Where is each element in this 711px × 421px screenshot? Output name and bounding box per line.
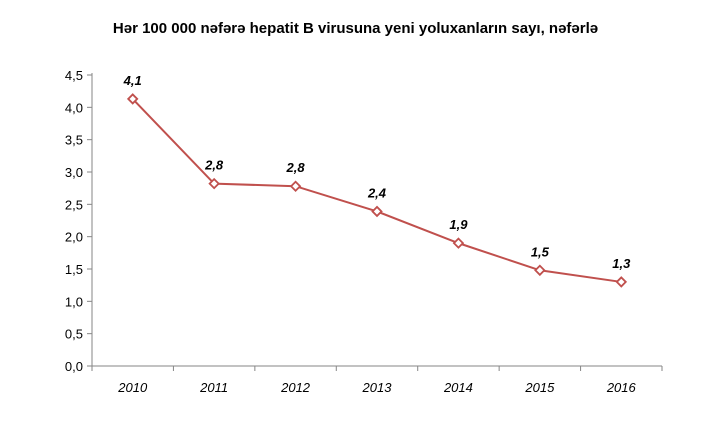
data-point-marker <box>615 276 628 288</box>
data-point-marker <box>371 205 383 218</box>
y-tick-label: 3,0 <box>65 165 83 180</box>
x-tick-label: 2012 <box>280 380 311 395</box>
series <box>126 93 628 288</box>
y-tick-label: 4,0 <box>65 100 83 115</box>
data-label: 2,8 <box>204 158 224 173</box>
y-tick-label: 0,5 <box>65 327 83 342</box>
y-axis-ticks: 0,0 0,5 1,0 1,5 2,0 2,5 3,0 3,5 4,0 4,5 <box>65 68 92 374</box>
y-tick-label: 2,5 <box>65 197 83 212</box>
x-tick-label: 2016 <box>606 380 637 395</box>
x-tick-label: 2014 <box>443 380 473 395</box>
chart-title: Hər 100 000 nəfərə hepatit B virusuna ye… <box>112 20 599 37</box>
y-tick-label: 4,5 <box>65 68 83 83</box>
data-label: 4,1 <box>123 73 142 88</box>
y-tick-label: 0,0 <box>65 359 83 374</box>
y-tick-label: 3,5 <box>65 133 83 148</box>
x-axis-ticks: 2010 2011 2012 2013 2014 2015 2016 <box>91 366 663 395</box>
data-label: 1,9 <box>449 217 468 232</box>
axes <box>91 73 662 367</box>
y-tick-label: 1,5 <box>65 262 83 277</box>
data-point-marker <box>452 237 465 249</box>
data-point-marker <box>289 180 302 192</box>
data-label: 1,3 <box>612 256 631 271</box>
data-label: 2,4 <box>367 185 387 200</box>
data-labels: 4,1 2,8 2,8 2,4 1,9 1,5 1,3 <box>123 73 631 271</box>
data-point-marker <box>534 264 546 277</box>
x-tick-label: 2015 <box>524 380 555 395</box>
x-tick-label: 2010 <box>117 380 148 395</box>
y-tick-label: 2,0 <box>65 230 83 245</box>
data-label: 1,5 <box>531 244 550 259</box>
x-tick-label: 2013 <box>362 380 393 395</box>
y-tick-label: 1,0 <box>65 294 83 309</box>
x-tick-label: 2011 <box>199 380 228 395</box>
data-point-marker <box>126 93 139 105</box>
data-label: 2,8 <box>286 160 306 175</box>
data-point-marker <box>208 177 220 190</box>
